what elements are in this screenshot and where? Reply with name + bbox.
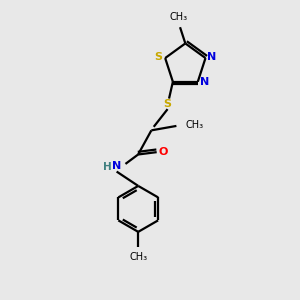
Text: CH₃: CH₃	[129, 253, 147, 262]
Text: CH₃: CH₃	[185, 120, 203, 130]
Text: N: N	[112, 161, 121, 171]
Text: N: N	[200, 77, 209, 87]
Text: O: O	[159, 147, 168, 157]
Text: N: N	[207, 52, 217, 61]
Text: S: S	[164, 99, 172, 109]
Text: H: H	[103, 162, 112, 172]
Text: CH₃: CH₃	[169, 12, 188, 22]
Text: S: S	[155, 52, 163, 61]
